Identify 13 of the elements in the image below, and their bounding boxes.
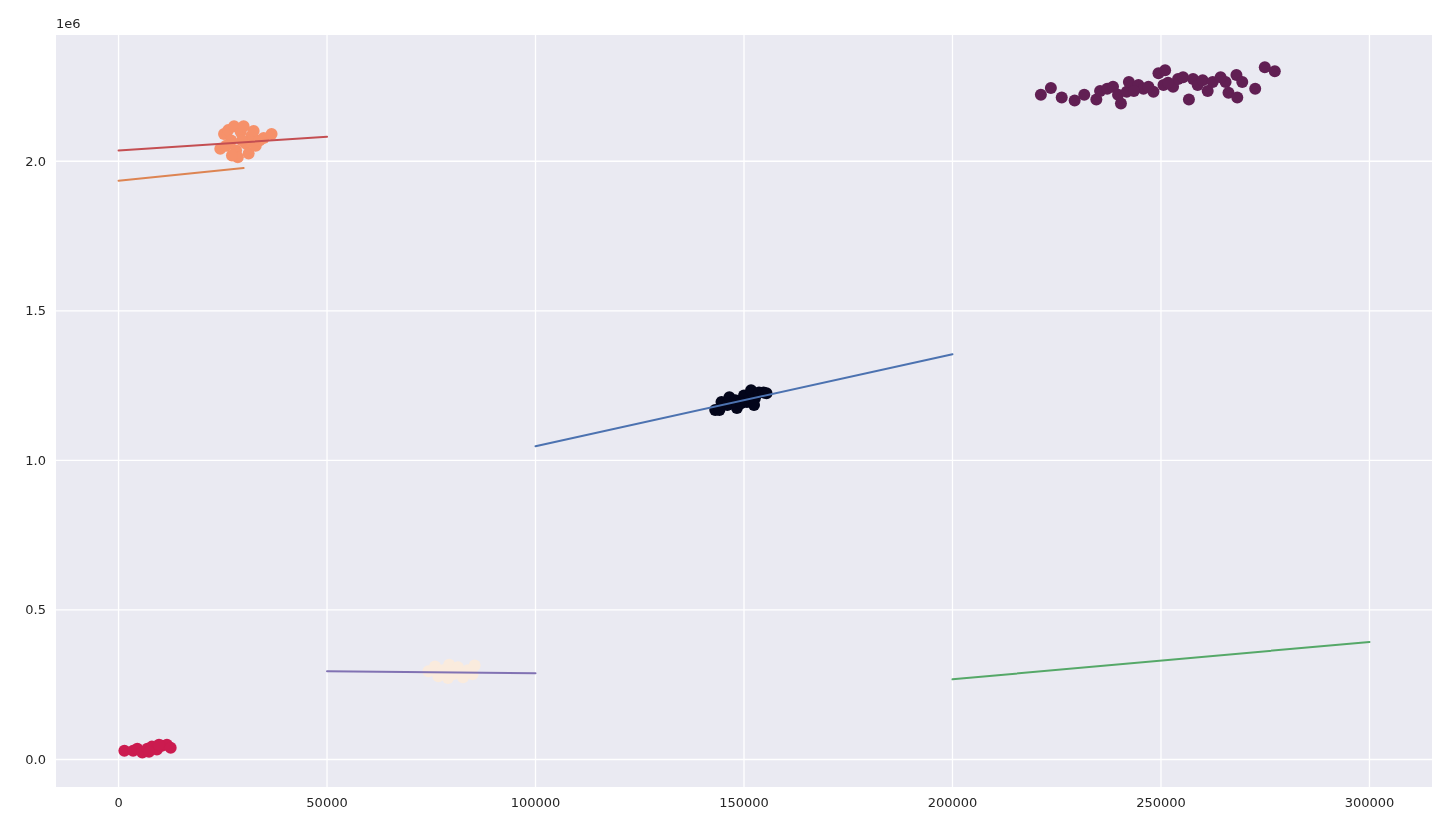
- x-tick-label: 150000: [719, 795, 769, 810]
- x-tick-label: 300000: [1344, 795, 1395, 810]
- x-tick-label: 200000: [927, 795, 978, 810]
- y-tick-label: 1.0: [25, 452, 46, 468]
- x-tick-label: 250000: [1136, 795, 1186, 810]
- y-tick-label: 1.5: [25, 303, 46, 319]
- x-tick-label: 100000: [510, 795, 561, 810]
- y-tick-label: 2.0: [25, 153, 46, 169]
- y-tick-label: 0.0: [25, 752, 46, 768]
- x-tick-label: 50000: [306, 795, 348, 810]
- x-tick-label: 0: [114, 795, 123, 810]
- text: 1e6: [56, 16, 81, 31]
- y-tick-label: 0.5: [25, 602, 46, 618]
